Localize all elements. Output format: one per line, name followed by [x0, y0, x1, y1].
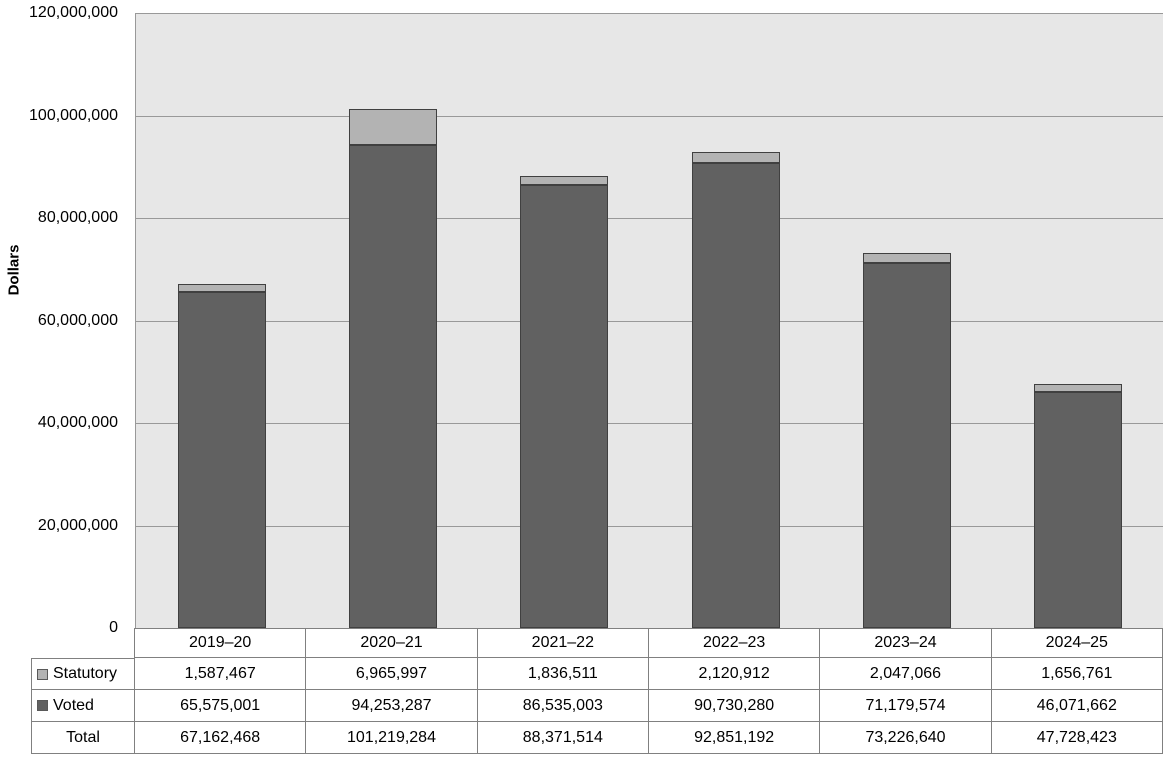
bar-segment-statutory — [1034, 384, 1123, 392]
legend-label: Statutory — [53, 665, 118, 682]
gridline — [136, 525, 1163, 527]
gridline — [136, 218, 1163, 219]
table-value-cell: 46,071,662 — [991, 690, 1163, 722]
table-value-cell: 2,120,912 — [648, 658, 821, 690]
table-value-cell: 1,587,467 — [135, 658, 307, 690]
y-tick-label: 40,000,000 — [37, 414, 118, 431]
legend-label: Total — [66, 728, 100, 746]
bar-segment-voted — [1034, 392, 1123, 628]
bar-2020–21 — [349, 109, 437, 628]
table-corner-cell — [31, 628, 135, 658]
bar-segment-statutory — [177, 284, 266, 292]
legend-label: Voted — [53, 696, 94, 714]
table-value-cell: 47,728,423 — [991, 722, 1163, 754]
table-value-cell: 71,179,574 — [820, 690, 992, 722]
bar-segment-statutory — [520, 176, 609, 185]
table-value-cell: 101,219,284 — [306, 722, 478, 754]
y-tick-label: 80,000,000 — [37, 209, 118, 226]
bar-segment-voted — [349, 145, 437, 628]
table-header-cell: 2019–20 — [135, 628, 307, 658]
y-tick-label: 20,000,000 — [37, 516, 118, 534]
bar-segment-statutory — [863, 253, 951, 263]
y-axis-title: Dollars — [5, 244, 23, 296]
gridline — [136, 115, 1163, 117]
legend-marker-voted — [37, 700, 48, 711]
bar-2024–25 — [1034, 384, 1123, 628]
bar-2022–23 — [691, 152, 780, 628]
table-value-cell: 90,730,280 — [648, 690, 821, 722]
table-row-label-statutory: Statutory — [31, 658, 135, 690]
table-header-cell: 2022–23 — [648, 628, 821, 658]
bar-2019–20 — [177, 284, 266, 628]
legend-marker-statutory — [37, 668, 48, 680]
table-header-cell: 2021–22 — [477, 628, 649, 658]
y-tick-label: 0 — [109, 619, 118, 636]
bar-segment-voted — [177, 292, 266, 628]
table-value-cell: 73,226,640 — [820, 722, 992, 754]
table-header-cell: 2024–25 — [991, 628, 1163, 658]
bar-segment-voted — [863, 263, 951, 628]
table-value-cell: 1,836,511 — [477, 658, 649, 690]
gridline — [136, 423, 1163, 424]
table-value-cell: 1,656,761 — [991, 658, 1163, 690]
table-value-cell: 67,162,468 — [135, 722, 307, 754]
table-row-label-total: Total — [31, 722, 135, 754]
table-header-cell: 2020–21 — [306, 628, 478, 658]
y-tick-label: 120,000,000 — [29, 4, 118, 21]
y-tick-label: 100,000,000 — [29, 106, 118, 124]
bar-2023–24 — [863, 253, 951, 628]
table-header-cell: 2023–24 — [820, 628, 992, 658]
table-value-cell: 65,575,001 — [135, 690, 307, 722]
bar-segment-statutory — [691, 152, 780, 163]
table-value-cell: 86,535,003 — [477, 690, 649, 722]
table-value-cell: 92,851,192 — [648, 722, 821, 754]
table-value-cell: 6,965,997 — [306, 658, 478, 690]
gridline — [136, 320, 1163, 322]
y-tick-label: 60,000,000 — [37, 311, 118, 329]
plot-area — [135, 13, 1163, 628]
bar-segment-statutory — [349, 109, 437, 145]
bar-segment-voted — [691, 163, 780, 628]
data-table: 2019–20 2020–21 2021–22 2022–23 2023–24 2024–… — [31, 628, 1163, 754]
table-value-cell: 2,047,066 — [820, 658, 992, 690]
table-value-cell: 94,253,287 — [306, 690, 478, 722]
table-value-cell: 88,371,514 — [477, 722, 649, 754]
bar-2021–22 — [520, 176, 609, 628]
table-row-label-voted: Voted — [31, 690, 135, 722]
bar-segment-voted — [520, 185, 609, 628]
gridline — [136, 13, 1163, 14]
